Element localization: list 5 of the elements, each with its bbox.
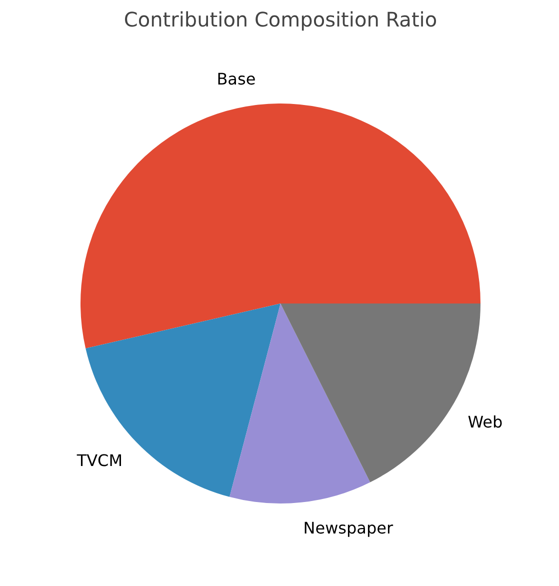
- chart-title: Contribution Composition Ratio: [124, 8, 438, 32]
- slice-label: Newspaper: [303, 518, 394, 538]
- slice-label: Web: [468, 412, 503, 432]
- slice-label: Base: [216, 70, 256, 89]
- slice-label: TVCM: [76, 451, 123, 470]
